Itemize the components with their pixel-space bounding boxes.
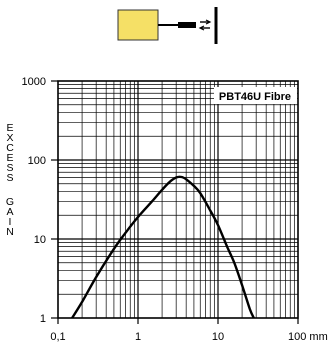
plot-frame bbox=[57, 80, 299, 319]
y-axis-label-char: E bbox=[6, 122, 13, 134]
chart-title: PBT46U Fibre bbox=[219, 91, 291, 103]
legend-box: PBT46U Fibre bbox=[214, 87, 297, 104]
arrow-left-head bbox=[198, 25, 205, 31]
y-axis-label-char: N bbox=[6, 226, 14, 238]
fibre-sensor-target-icon bbox=[117, 7, 218, 44]
y-axis-label-char: G bbox=[6, 196, 14, 208]
tick-labels: 0,1 1 10 100 mm 1 10 100 1000 bbox=[22, 76, 328, 343]
y-axis-label-char: S bbox=[6, 162, 13, 174]
x-tick-label: 1 bbox=[135, 331, 141, 343]
grid bbox=[51, 80, 299, 324]
y-tick-label: 1000 bbox=[22, 76, 46, 88]
x-tick-label: 10 bbox=[212, 331, 224, 343]
y-axis-label-char: E bbox=[6, 152, 13, 164]
x-tick-label: 100 mm bbox=[288, 331, 328, 343]
sensor-body bbox=[117, 9, 159, 41]
arrow-right-head bbox=[205, 19, 212, 25]
x-tick-label: 0,1 bbox=[50, 331, 65, 343]
y-tick-label: 10 bbox=[34, 234, 46, 246]
y-axis-label-char: I bbox=[9, 216, 12, 228]
fibre-tip bbox=[178, 22, 196, 28]
y-tick-label: 1 bbox=[40, 313, 46, 325]
y-axis-label-char: A bbox=[6, 206, 13, 218]
series-line bbox=[71, 175, 255, 319]
y-axis-label-char: C bbox=[6, 142, 14, 154]
y-axis-label-char: X bbox=[6, 132, 13, 144]
y-axis-label-char: S bbox=[6, 172, 13, 184]
legend-background bbox=[214, 87, 297, 104]
y-tick-label: 100 bbox=[28, 155, 46, 167]
